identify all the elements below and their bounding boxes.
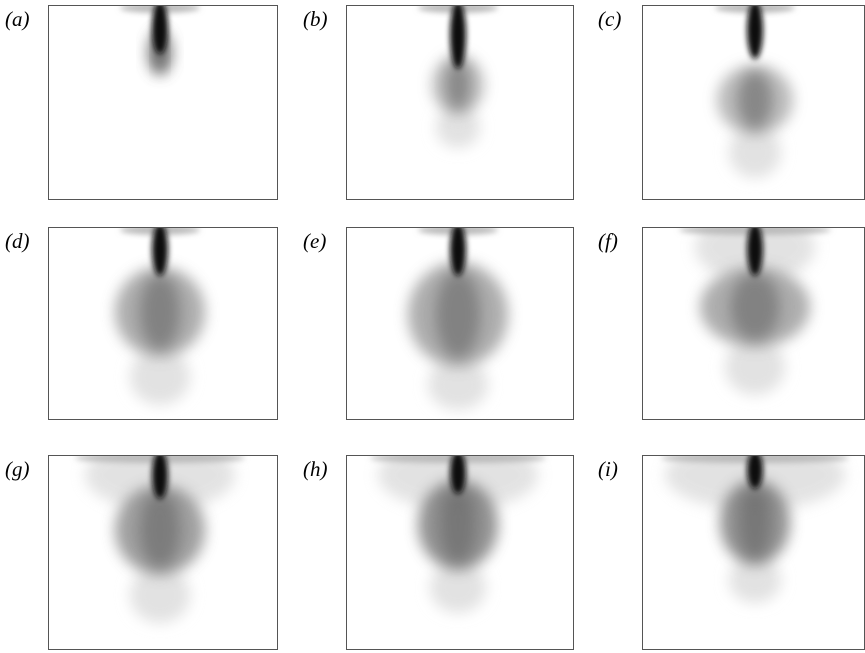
stem [450,455,466,494]
panel: (c) [598,5,865,200]
tail [729,557,781,603]
stem [450,227,466,276]
stem [747,227,763,276]
stem [747,455,763,489]
plume-image [661,455,849,603]
panel-label: (f) [598,229,618,253]
panel-frame [48,227,278,420]
stem [152,5,168,54]
panel-label: (e) [303,229,326,253]
tail [729,127,781,178]
tail [436,107,480,148]
panel: (a) [5,5,278,200]
panel-label: (i) [598,457,618,481]
tail [430,562,486,613]
tail [428,359,488,410]
core [440,487,476,563]
panel-label: (h) [303,457,328,481]
tail [130,567,190,623]
plume-image [418,5,498,148]
panel-label: (d) [5,229,30,253]
panel-label: (b) [303,7,328,31]
panel-frame [346,455,574,650]
panel-frame [48,5,278,200]
panel-label: (c) [598,7,621,31]
core [139,274,181,350]
core [446,60,470,110]
panel-label: (a) [5,7,30,31]
stem [152,227,168,276]
plume-image [115,227,205,405]
plume-image [120,5,200,75]
tail [725,339,785,395]
plume-image [75,455,245,623]
panel: (g) [5,455,278,650]
panel: (e) [303,227,574,420]
panel-frame [346,5,574,200]
panel: (b) [303,5,574,200]
panel-frame [48,455,278,650]
stem [747,5,763,59]
tail [130,349,190,405]
panel: (f) [598,227,865,420]
core [730,273,780,341]
panel: (h) [303,455,574,650]
core [139,492,181,568]
core [435,270,481,359]
plume-image [715,5,795,178]
core [737,70,773,130]
core [739,487,771,558]
panel-label: (g) [5,457,30,481]
plume-image [408,227,508,410]
panel-frame [346,227,574,420]
stem [450,5,466,69]
stem [152,455,168,499]
panel: (d) [5,227,278,420]
plume-image [370,455,546,613]
panel: (i) [598,455,865,650]
plume-image [679,227,831,395]
